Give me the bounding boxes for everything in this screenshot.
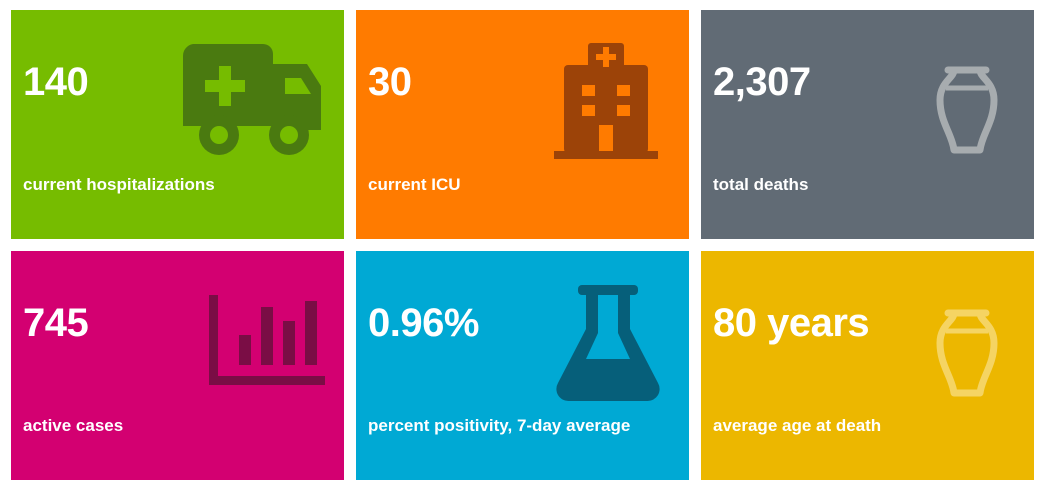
bar-chart-icon xyxy=(209,295,327,387)
stat-value: 30 xyxy=(368,60,412,104)
urn-icon xyxy=(934,66,1000,156)
stat-tile-hospitalizations: 140 current hospitalizations xyxy=(11,10,344,239)
stat-value: 140 xyxy=(23,60,89,104)
stat-label: active cases xyxy=(23,416,124,435)
stat-value: 2,307 xyxy=(713,60,811,104)
stat-value: 745 xyxy=(23,301,89,345)
stat-value: 80 years xyxy=(713,301,870,345)
flask-icon xyxy=(556,285,660,403)
stat-tile-percent-positivity: 0.96% percent positivity, 7-day average xyxy=(356,251,689,480)
ambulance-icon xyxy=(179,42,327,158)
stat-label: total deaths xyxy=(713,175,809,194)
hospital-icon xyxy=(554,43,658,161)
urn-icon xyxy=(934,309,1000,399)
stat-tile-average-age: 80 years average age at death xyxy=(701,251,1034,480)
stat-tile-total-deaths: 2,307 total deaths xyxy=(701,10,1034,239)
stat-value: 0.96% xyxy=(368,301,479,345)
stat-label: percent positivity, 7-day average xyxy=(368,416,631,435)
stat-tile-icu: 30 current ICU xyxy=(356,10,689,239)
stat-label: current hospitalizations xyxy=(23,175,215,194)
stat-tile-active-cases: 745 active cases xyxy=(11,251,344,480)
stat-label: current ICU xyxy=(368,175,461,194)
stat-label: average age at death xyxy=(713,416,882,435)
